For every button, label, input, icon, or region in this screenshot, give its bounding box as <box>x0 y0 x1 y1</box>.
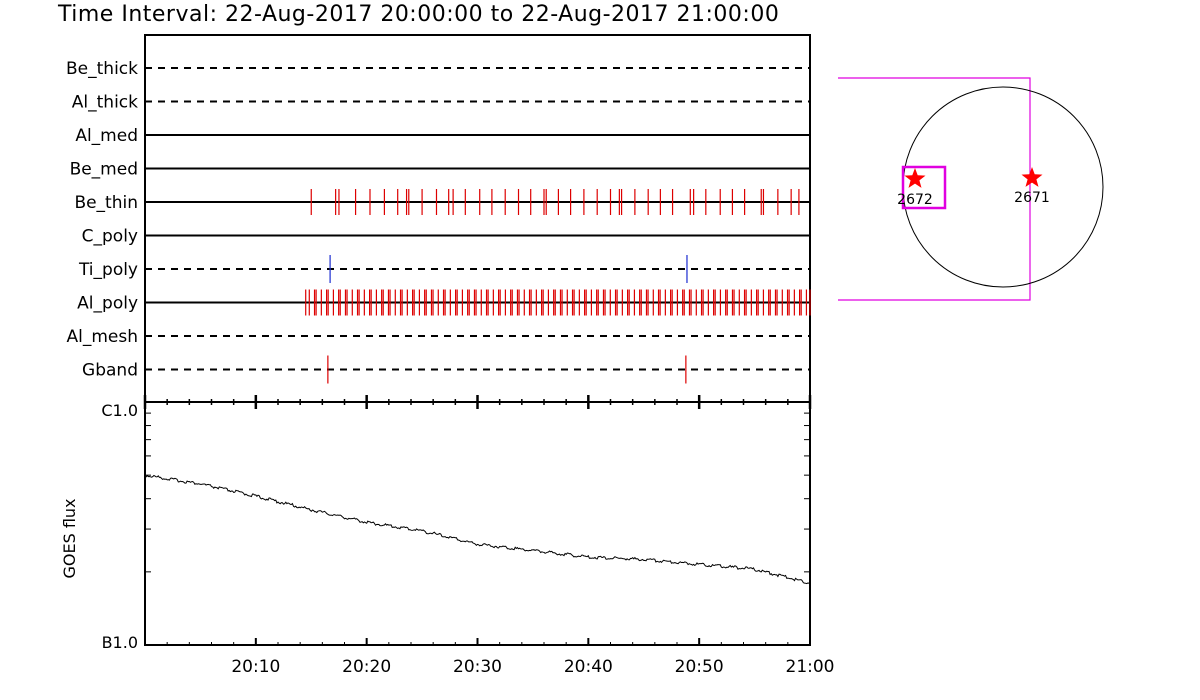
star-marker-icon <box>1021 167 1043 187</box>
x-tick-label: 20:30 <box>453 657 502 677</box>
region-label: 2671 <box>1014 190 1050 206</box>
x-tick-label: 21:00 <box>786 657 835 677</box>
sun-map: 2672 2671 <box>838 77 1104 301</box>
timeline-frame <box>144 34 811 403</box>
channel-label: Al_mesh <box>66 327 138 347</box>
goes-flux-panel: 20:10 20:20 20:30 20:40 20:50 21:00 C1.0 B1.0 GO… <box>60 401 835 677</box>
x-tick-label: 20:40 <box>564 657 613 677</box>
chart-title: Time Interval: 22-Aug-2017 20:00:00 to 2… <box>58 2 780 27</box>
solar-disk <box>902 86 1104 288</box>
x-tick-label: 20:20 <box>342 657 391 677</box>
flux-frame <box>144 401 811 646</box>
channel-label: Al_poly <box>77 294 138 314</box>
field-of-view-outline <box>838 77 1031 301</box>
x-tick-label: 20:10 <box>231 657 280 677</box>
channel-label: C_poly <box>82 227 138 247</box>
channel-label: Al_med <box>75 126 138 146</box>
y-tick-label: C1.0 <box>101 401 138 420</box>
channel-label: Be_thick <box>66 59 138 79</box>
channel-label: Be_med <box>70 160 138 180</box>
selected-region-box <box>901 165 947 210</box>
channel-label: Al_thick <box>72 93 138 113</box>
detector-timeline-panel: Be_thick Al_thick Al_med Be_med Be_thin C_pol… <box>66 34 812 403</box>
channel-label: Gband <box>82 361 138 381</box>
y-tick-label: B1.0 <box>102 633 138 652</box>
region-label: 2672 <box>897 192 933 208</box>
star-marker-icon <box>904 168 926 188</box>
channel-label: Be_thin <box>74 193 138 213</box>
x-tick-label: 20:50 <box>675 657 724 677</box>
y-axis-label: GOES flux <box>60 498 79 578</box>
channel-label: Ti_poly <box>78 260 138 280</box>
goes-flux-line <box>144 474 811 585</box>
